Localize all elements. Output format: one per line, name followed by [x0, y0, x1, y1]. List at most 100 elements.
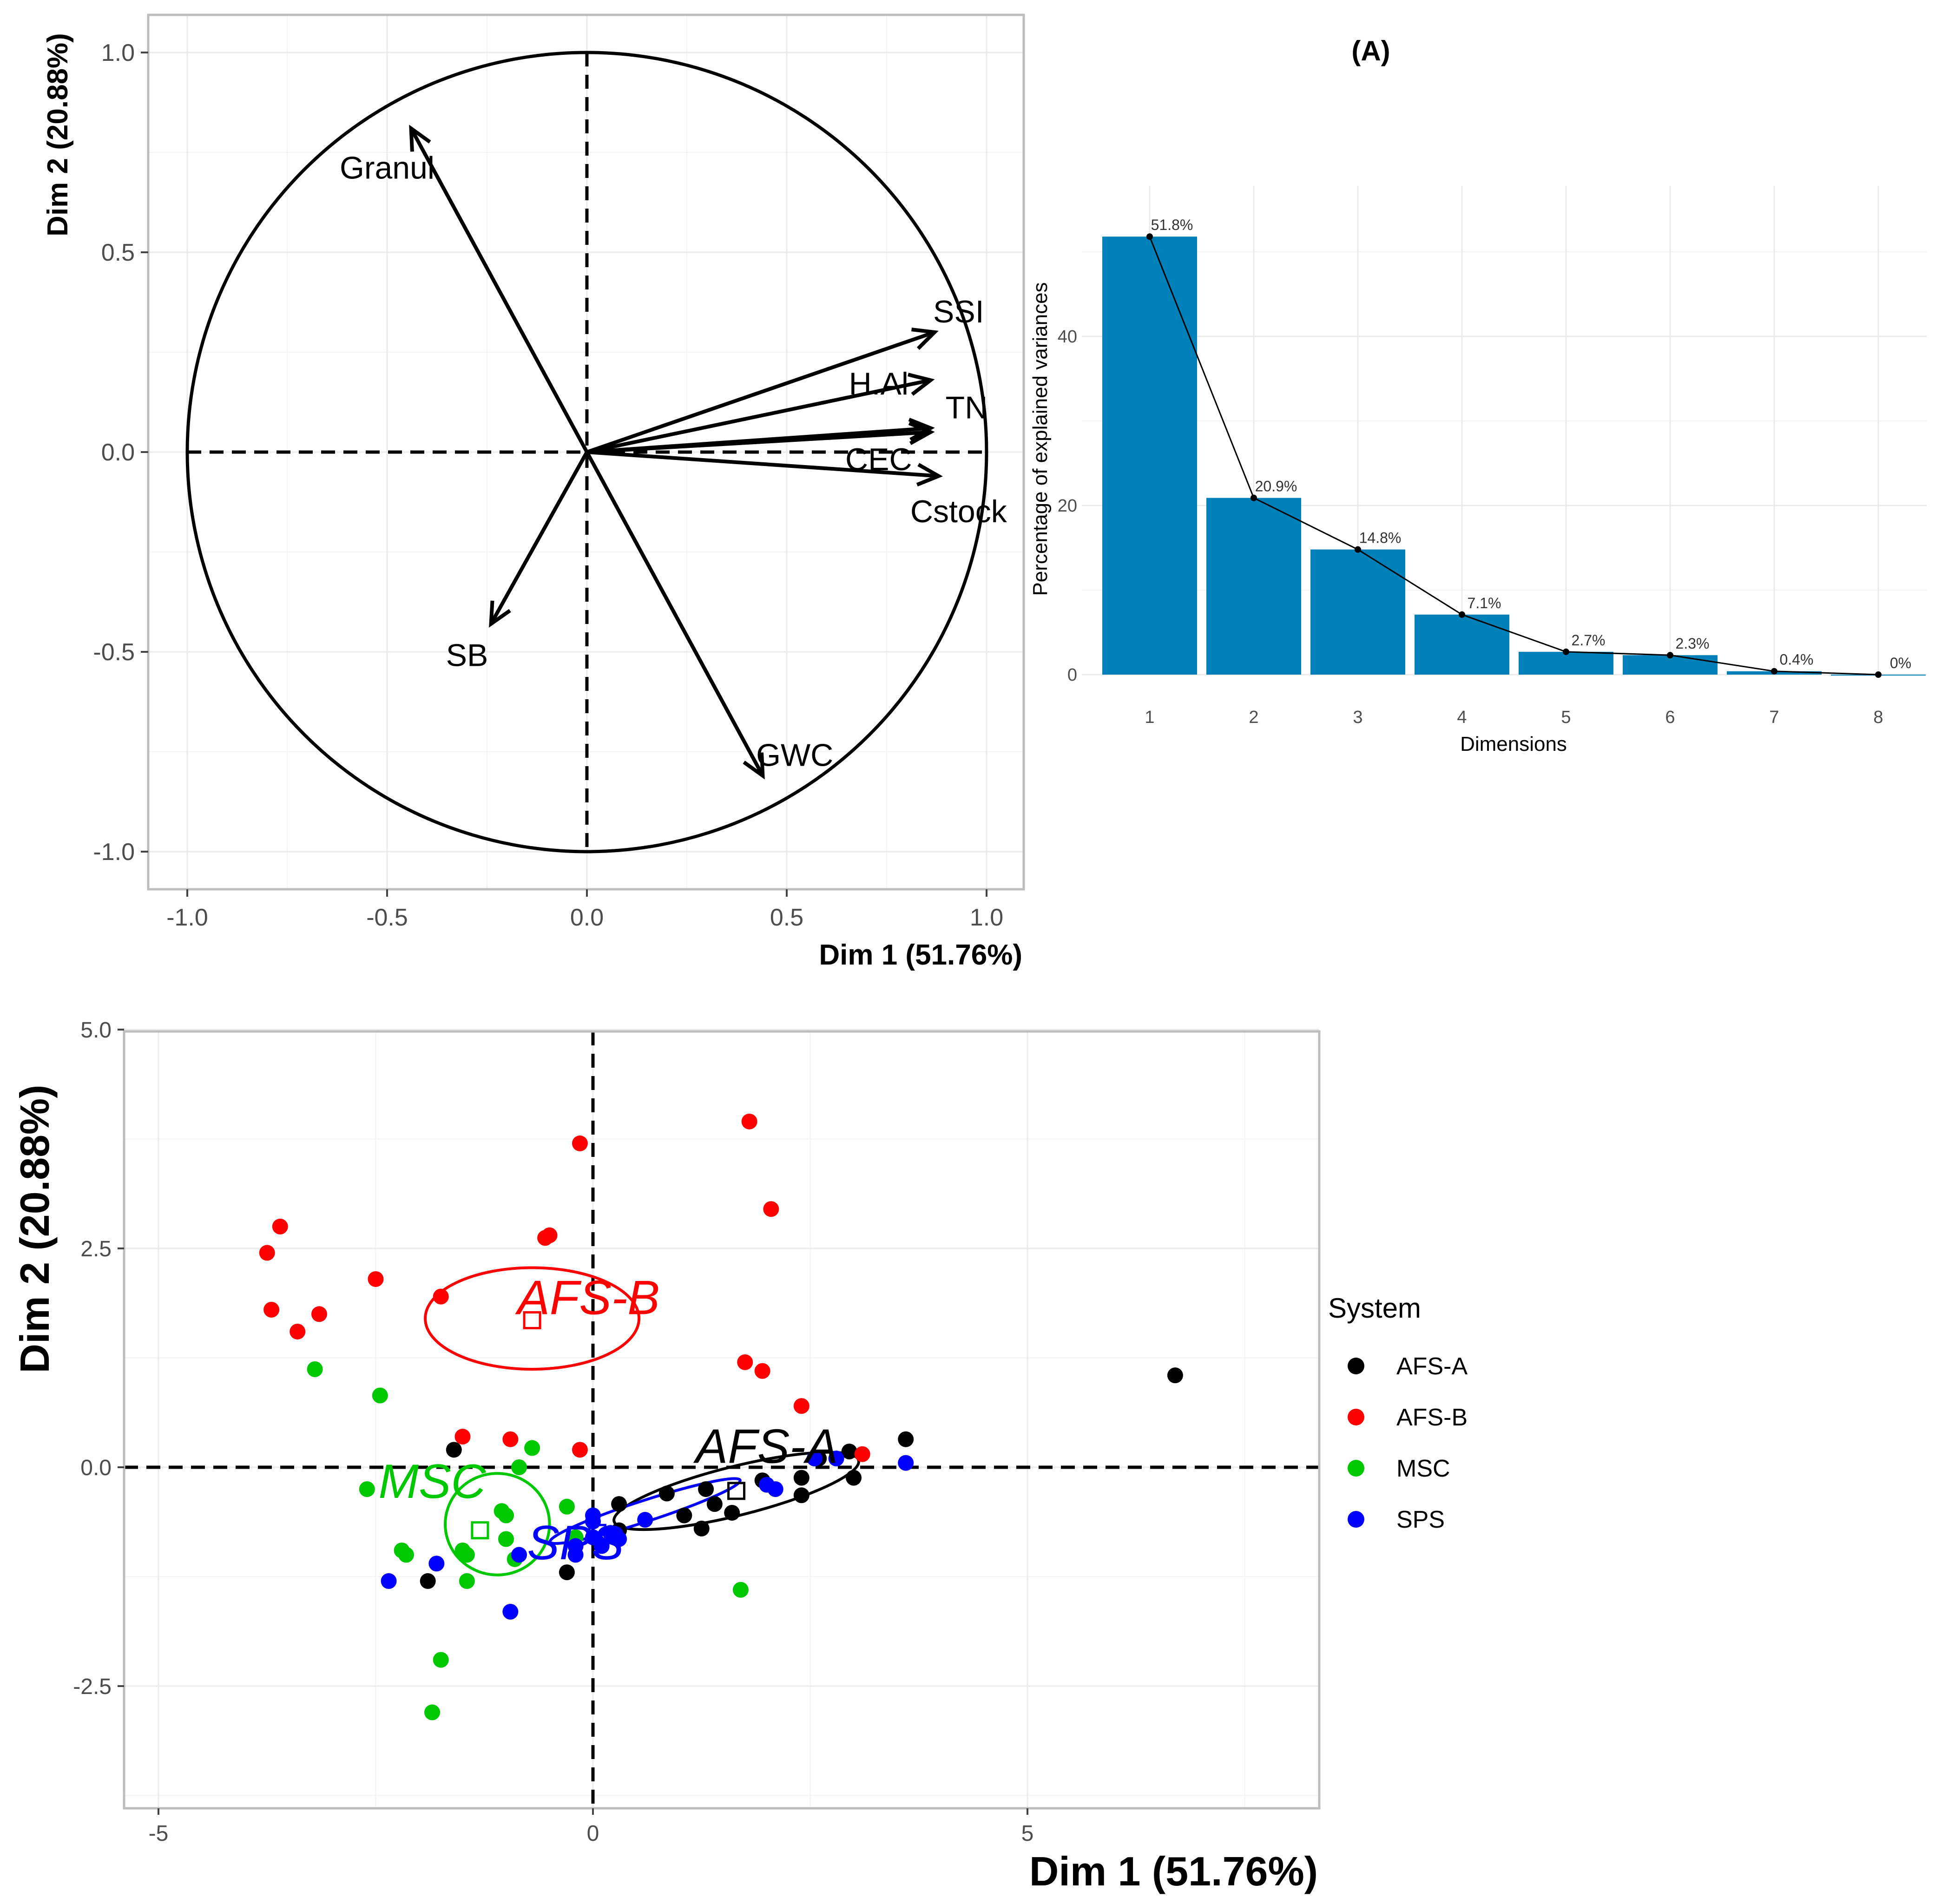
label-granul: Granul — [340, 150, 434, 185]
point-msc — [732, 1582, 749, 1598]
label-gwc: GWC — [756, 738, 833, 773]
group-label-afs-a: AFS-A — [693, 1420, 838, 1474]
legend-label-msc: MSC — [1396, 1455, 1450, 1482]
variable-arrows — [409, 125, 943, 780]
x-axis-title: Dim 1 (51.76%) — [819, 939, 1022, 971]
scree-point-6 — [1667, 652, 1673, 659]
point-afs-a — [793, 1487, 810, 1504]
point-msc — [307, 1361, 323, 1377]
scree-x-tick-label: 1 — [1145, 708, 1154, 727]
point-msc — [424, 1704, 441, 1720]
y-axis-ticks: -1.0 -0.5 0.0 0.5 1.0 — [93, 39, 148, 866]
individuals-guides — [124, 1031, 1319, 1808]
point-afs-b — [368, 1271, 384, 1287]
arrow-cec — [586, 430, 931, 454]
scree-x-tick-label: 7 — [1769, 708, 1779, 727]
arrowhead-granul — [409, 125, 431, 152]
point-afs-a — [793, 1470, 810, 1486]
point-afs-b — [737, 1354, 753, 1370]
group-labels: AFS-A AFS-B MSC SPS — [378, 1271, 838, 1570]
point-afs-b — [763, 1201, 779, 1217]
point-sps — [767, 1481, 783, 1497]
point-afs-a — [658, 1485, 675, 1502]
scree-x-axis-title: Dimensions — [1460, 733, 1567, 755]
center-afs-a — [727, 1482, 746, 1500]
individuals-x-ticks: -5 0 5 — [149, 1808, 1033, 1846]
point-sps — [637, 1512, 653, 1528]
point-msc — [559, 1498, 575, 1515]
x-tick-label: -5 — [149, 1821, 169, 1846]
system-legend: System AFS-A AFS-B MSC SPS — [1328, 1293, 1468, 1533]
arrowhead-hal — [908, 373, 935, 396]
point-afs-a — [898, 1431, 914, 1447]
point-afs-a — [1167, 1367, 1183, 1384]
arrow-ssi — [586, 330, 935, 454]
individuals-x-axis-title: Dim 1 (51.76%) — [1029, 1848, 1318, 1894]
scree-y-tick-label: 0 — [1067, 665, 1077, 685]
scree-value-label: 14.8% — [1359, 530, 1402, 546]
group-centers — [471, 1311, 746, 1542]
legend-label-afs-a: AFS-A — [1396, 1353, 1468, 1380]
point-afs-b — [754, 1363, 770, 1379]
scree-x-tick-label: 5 — [1561, 708, 1571, 727]
ellipse-afs-b — [424, 1266, 641, 1371]
point-afs-a — [446, 1442, 462, 1458]
center-msc — [471, 1521, 489, 1540]
point-afs-b — [572, 1442, 588, 1458]
point-afs-a — [611, 1496, 627, 1512]
ellipse-msc — [444, 1472, 551, 1576]
point-afs-b — [272, 1218, 288, 1234]
scree-x-tick-label: 4 — [1457, 708, 1467, 727]
scree-value-label: 0% — [1890, 655, 1911, 671]
point-sps — [611, 1531, 627, 1547]
point-sps — [806, 1451, 823, 1467]
scree-y-ticks: 0 20 40 — [1058, 327, 1077, 685]
point-sps — [567, 1547, 584, 1563]
scree-connecting-line — [1149, 236, 1879, 676]
y-tick-label: -1.0 — [93, 839, 135, 866]
scree-bar-1 — [1102, 236, 1197, 675]
variable-labels: Granul SSI H.Al TN CEC Cstock SB GWC — [340, 150, 1007, 773]
point-afs-b — [793, 1398, 810, 1414]
legend-title: System — [1328, 1293, 1421, 1324]
y-tick-label: 0.0 — [80, 1456, 112, 1480]
individuals-frame — [123, 1030, 1321, 1810]
point-msc — [433, 1652, 449, 1668]
x-tick-label: 0.0 — [570, 904, 604, 931]
point-afs-b — [290, 1323, 306, 1339]
point-afs-b — [259, 1245, 275, 1261]
legend-label-sps: SPS — [1396, 1506, 1445, 1533]
point-sps — [502, 1603, 519, 1620]
arrowhead-gwc — [743, 752, 765, 780]
point-afs-a — [676, 1507, 692, 1523]
point-afs-a — [706, 1496, 723, 1512]
scree-line — [1146, 233, 1882, 678]
correlation-circle-guides — [185, 51, 988, 854]
point-sps — [428, 1556, 445, 1572]
y-tick-label: 5.0 — [80, 1018, 112, 1043]
point-afs-b — [741, 1113, 757, 1129]
arrow-gwc — [585, 451, 764, 777]
arrow-hal — [586, 378, 931, 454]
scree-value-label: 2.3% — [1676, 635, 1710, 652]
scree-x-ticks: 1 2 3 4 5 6 7 8 — [1145, 708, 1883, 727]
point-msc — [511, 1459, 527, 1475]
legend-key-sps — [1348, 1511, 1364, 1528]
scree-plot-title: (A) — [1351, 35, 1390, 66]
point-afs-b — [263, 1301, 280, 1318]
scree-bar-labels: 51.8% 20.9% 14.8% 7.1% 2.7% 2.3% 0.4% 0% — [1151, 217, 1911, 671]
x-axis-ticks: -1.0 -0.5 0.0 0.5 1.0 — [166, 889, 1003, 931]
x-tick-label: -1.0 — [166, 904, 208, 931]
scree-value-label: 2.7% — [1572, 632, 1606, 649]
label-hal: H.Al — [849, 366, 908, 401]
scree-point-4 — [1459, 611, 1465, 618]
arrowhead-tn — [908, 418, 935, 441]
point-msc — [498, 1507, 514, 1523]
scree-point-3 — [1355, 546, 1361, 553]
point-msc — [359, 1481, 375, 1497]
point-afs-b — [454, 1429, 471, 1445]
scree-plot: (A) 51.8% 20.9% 14.8% 7.1% 2.7% 2.3% 0.4% 0% 1 2… — [1029, 35, 1927, 755]
point-afs-b — [854, 1446, 870, 1462]
y-tick-label: -0.5 — [93, 639, 135, 666]
